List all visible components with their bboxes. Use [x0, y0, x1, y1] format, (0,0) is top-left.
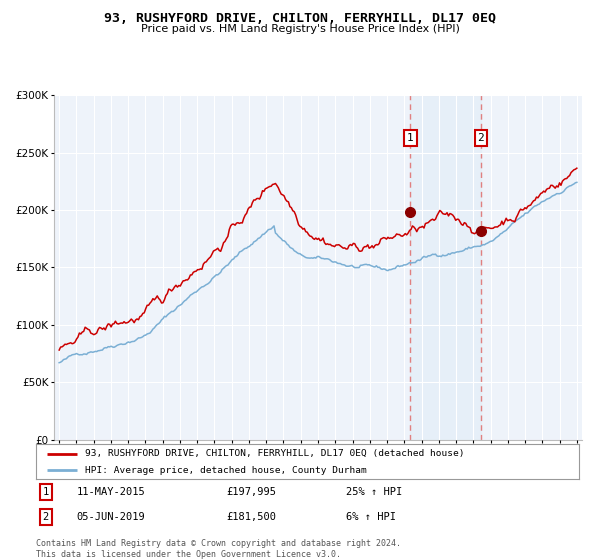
Text: 93, RUSHYFORD DRIVE, CHILTON, FERRYHILL, DL17 0EQ: 93, RUSHYFORD DRIVE, CHILTON, FERRYHILL,… — [104, 12, 496, 25]
Bar — [410, 95, 481, 440]
Text: 11-MAY-2015: 11-MAY-2015 — [77, 487, 145, 497]
Text: 2: 2 — [43, 512, 49, 522]
Text: 05-JUN-2019: 05-JUN-2019 — [77, 512, 145, 522]
Text: 2: 2 — [478, 133, 484, 143]
Text: Contains HM Land Registry data © Crown copyright and database right 2024.
This d: Contains HM Land Registry data © Crown c… — [36, 539, 401, 559]
Text: HPI: Average price, detached house, County Durham: HPI: Average price, detached house, Coun… — [85, 465, 367, 475]
Text: £197,995: £197,995 — [226, 487, 276, 497]
Text: 25% ↑ HPI: 25% ↑ HPI — [346, 487, 402, 497]
Text: £181,500: £181,500 — [226, 512, 276, 522]
Text: 93, RUSHYFORD DRIVE, CHILTON, FERRYHILL, DL17 0EQ (detached house): 93, RUSHYFORD DRIVE, CHILTON, FERRYHILL,… — [85, 449, 464, 458]
Text: Price paid vs. HM Land Registry's House Price Index (HPI): Price paid vs. HM Land Registry's House … — [140, 24, 460, 34]
Text: 1: 1 — [43, 487, 49, 497]
Text: 1: 1 — [407, 133, 414, 143]
Text: 6% ↑ HPI: 6% ↑ HPI — [346, 512, 395, 522]
